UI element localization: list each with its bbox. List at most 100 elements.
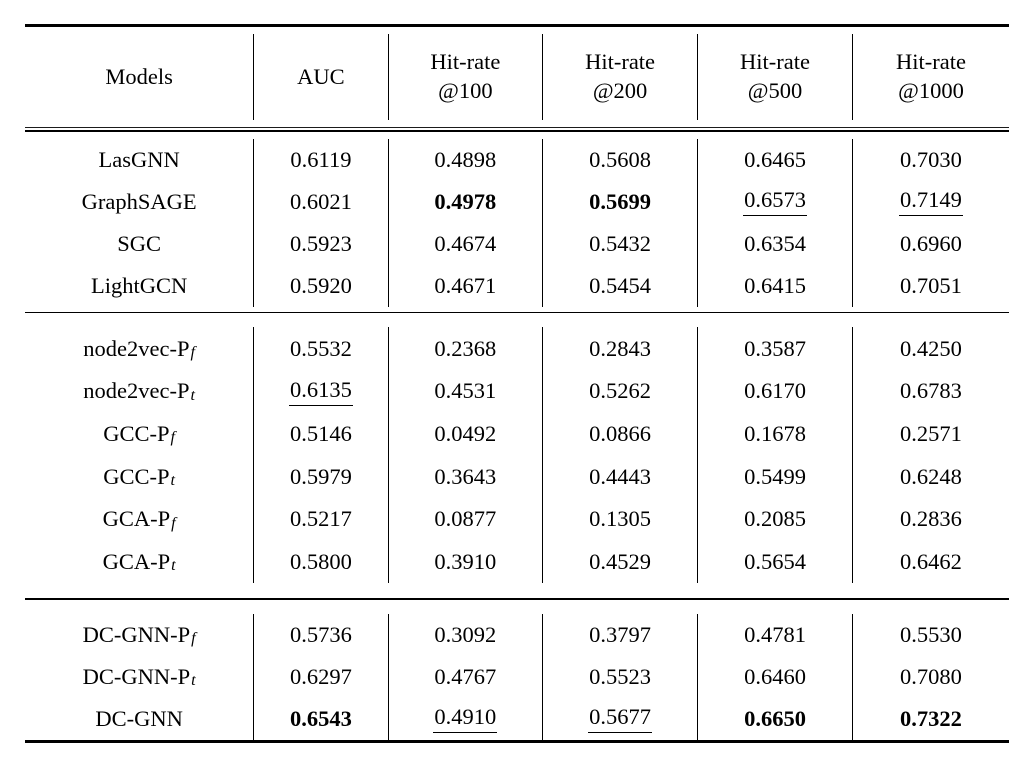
model-name-cell: GraphSAGE <box>25 181 253 223</box>
value-cell: 0.5454 <box>542 264 697 307</box>
value-cell: 0.6650 <box>697 697 852 740</box>
value-cell: 0.3797 <box>542 613 697 656</box>
model-name: GCA-P <box>102 506 171 532</box>
column-header-label: Hit-rate <box>740 49 811 75</box>
value-cell: 0.6248 <box>852 455 1009 498</box>
column-header: AUC <box>253 34 387 120</box>
column-header: Hit-rate @500 <box>697 34 852 120</box>
value-cell: 0.4767 <box>387 655 542 698</box>
value-text: 0.6460 <box>744 663 806 689</box>
model-name-subscript: f <box>171 513 176 532</box>
value-text: 0.7149 <box>899 187 963 217</box>
value-text: 0.3797 <box>589 621 651 647</box>
model-name: node2vec-P <box>83 335 190 361</box>
column-header: Models <box>25 34 253 120</box>
value-cell: 0.6465 <box>697 139 852 181</box>
model-name: DC-GNN-P <box>82 663 191 689</box>
value-cell: 0.4674 <box>387 222 542 265</box>
model-name-subscript: t <box>191 671 196 690</box>
value-cell: 0.6960 <box>852 222 1009 265</box>
value-cell: 0.6135 <box>253 370 387 413</box>
value-cell: 0.7080 <box>852 655 1009 698</box>
value-text: 0.5532 <box>290 335 352 361</box>
value-cell: 0.2368 <box>387 327 542 371</box>
model-name-subscript: t <box>170 470 176 489</box>
model-name-cell: GCA-P t <box>25 540 253 583</box>
value-cell: 0.3643 <box>387 455 542 498</box>
value-text: 0.5979 <box>290 463 352 489</box>
value-cell: 0.3092 <box>387 613 542 656</box>
value-text: 0.2085 <box>744 506 806 532</box>
value-text: 0.5146 <box>290 420 352 446</box>
model-name: DC-GNN <box>95 705 183 731</box>
value-cell: 0.0866 <box>542 412 697 456</box>
value-cell: 0.6354 <box>697 222 852 265</box>
value-cell: 0.4898 <box>387 139 542 181</box>
value-cell: 0.6462 <box>852 540 1009 584</box>
column-header-label-line2: @1000 <box>898 78 964 103</box>
model-name-cell: SGC <box>25 223 253 265</box>
value-cell: 0.5262 <box>542 370 697 413</box>
value-text: 0.5608 <box>589 146 651 172</box>
value-text: 0.6170 <box>744 378 806 404</box>
value-cell: 0.7149 <box>852 180 1009 223</box>
header-separator-rule <box>25 127 1009 132</box>
table-group-1: LasGNN 0.6119 0.4898 0.5608 0.6465 0.7030 Grap… <box>25 132 1009 312</box>
column-header-label-line2: @100 <box>438 78 493 103</box>
value-text: 0.4898 <box>434 146 497 172</box>
value-cell: 0.6460 <box>697 655 852 698</box>
group-separator-rule-2 <box>25 598 1009 600</box>
value-cell: 0.7030 <box>852 139 1009 181</box>
value-text: 0.4671 <box>434 272 497 298</box>
value-text: 0.5217 <box>290 506 352 532</box>
value-cell: 0.2843 <box>542 327 697 371</box>
value-text: 0.6119 <box>290 146 352 172</box>
column-header-label: Hit-rate <box>896 49 966 75</box>
value-text: 0.4674 <box>434 230 497 256</box>
group-separator-rule-1 <box>25 311 1009 314</box>
model-name: SGC <box>117 230 162 256</box>
value-cell: 0.6021 <box>253 180 387 223</box>
value-text: 0.6465 <box>744 146 806 172</box>
value-cell: 0.5654 <box>697 540 852 584</box>
model-name-cell: GCC-P f <box>25 413 253 456</box>
value-cell: 0.4671 <box>387 264 542 307</box>
value-text: 0.4781 <box>744 621 806 647</box>
model-name-subscript: t <box>171 556 176 575</box>
table-top-rule <box>25 24 1009 27</box>
value-cell: 0.6783 <box>852 370 1009 413</box>
value-cell: 0.5608 <box>542 139 697 181</box>
model-name: LightGCN <box>91 272 188 298</box>
value-text: 0.6650 <box>744 705 806 731</box>
column-header-label-line2: @500 <box>747 78 803 103</box>
model-name-cell: DC-GNN <box>25 698 253 740</box>
value-text: 0.4910 <box>433 704 498 734</box>
value-text: 0.6415 <box>744 272 806 298</box>
value-cell: 0.5920 <box>253 264 387 307</box>
value-cell: 0.6415 <box>697 264 852 307</box>
value-text: 0.5499 <box>744 463 806 489</box>
value-text: 0.5923 <box>290 230 352 256</box>
value-text: 0.2571 <box>900 420 962 446</box>
column-header: Hit-rate @100 <box>387 34 542 120</box>
value-cell: 0.5532 <box>253 327 387 371</box>
column-header-label: Hit-rate <box>430 49 501 75</box>
table-group-3: DC-GNN-P f 0.5736 0.3092 0.3797 0.4781 0.5530 D… <box>25 600 1009 740</box>
column-header-label: Models <box>105 63 173 89</box>
model-name-subscript: f <box>191 628 196 647</box>
value-cell: 0.0492 <box>387 412 542 456</box>
value-cell: 0.5523 <box>542 655 697 698</box>
value-text: 0.5530 <box>900 621 962 647</box>
value-text: 0.4767 <box>434 663 497 689</box>
value-cell: 0.5432 <box>542 222 697 265</box>
value-text: 0.7322 <box>900 705 962 731</box>
model-name: GraphSAGE <box>81 188 197 214</box>
value-cell: 0.4781 <box>697 613 852 656</box>
table-header-row: Models AUC Hit-rate @100 Hit-rate @200 Hit-rat… <box>25 27 1009 127</box>
value-text: 0.6543 <box>290 705 352 731</box>
value-text: 0.3643 <box>434 463 497 489</box>
model-name-cell: GCC-P t <box>25 455 253 498</box>
model-name-cell: GCA-P f <box>25 498 253 541</box>
model-name-subscript: f <box>170 428 176 447</box>
value-cell: 0.4250 <box>852 327 1009 371</box>
